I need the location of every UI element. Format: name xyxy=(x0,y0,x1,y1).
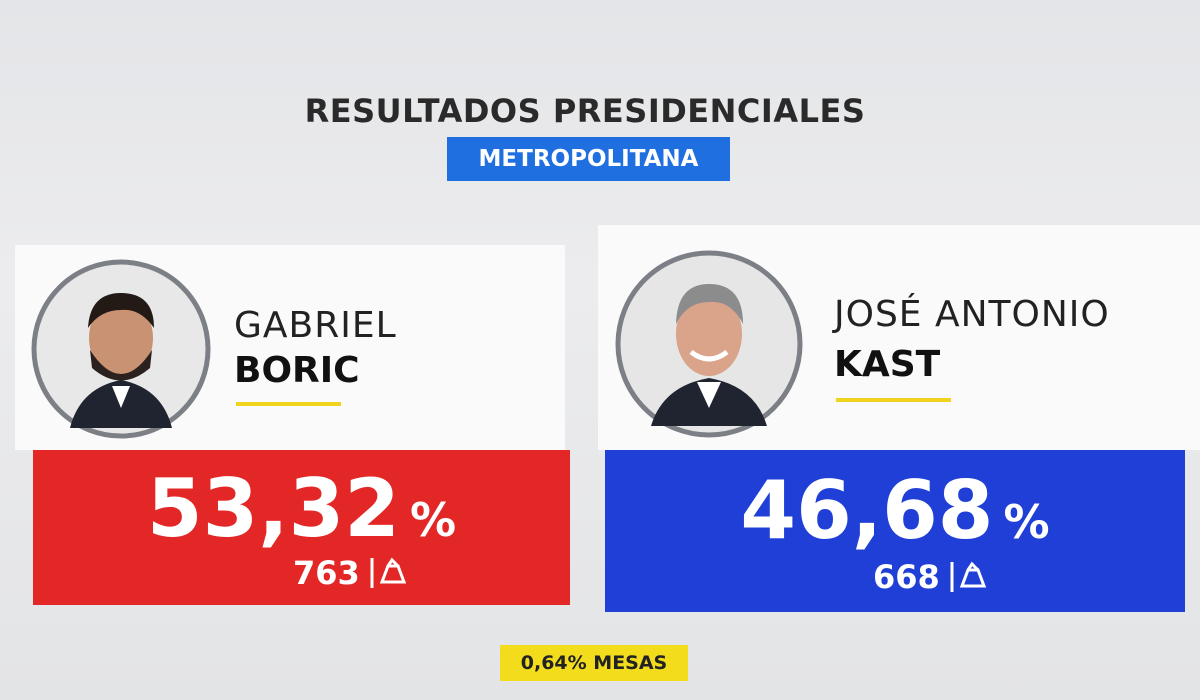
result-panel: 53,32% 763 xyxy=(33,450,570,605)
votes-row: 668 xyxy=(873,558,988,596)
last-name: BORIC xyxy=(234,350,360,391)
last-name: KAST xyxy=(834,344,941,385)
progress-badge: 0,64% MESAS xyxy=(500,645,688,681)
region-badge: METROPOLITANA xyxy=(447,137,730,181)
votes: 763 xyxy=(293,554,360,592)
underline xyxy=(236,402,341,406)
percent-sign: % xyxy=(1003,495,1050,549)
percent: 46,68 xyxy=(740,464,994,557)
title: RESULTADOS PRESIDENCIALES xyxy=(304,92,866,130)
votes: 668 xyxy=(873,558,940,596)
percent-sign: % xyxy=(409,493,457,547)
first-name: JOSÉ ANTONIO xyxy=(834,294,1110,335)
candidate-photo xyxy=(615,250,803,438)
first-name: GABRIEL xyxy=(234,305,397,346)
candidate-photo xyxy=(31,259,211,439)
ballot-icon xyxy=(370,557,406,588)
votes-row: 763 xyxy=(293,554,408,592)
ballot-icon xyxy=(950,561,986,592)
underline xyxy=(836,398,951,402)
percent: 53,32 xyxy=(146,462,400,555)
percent-row: 46,68% xyxy=(605,464,1185,557)
percent-row: 53,32% xyxy=(33,462,570,555)
result-panel: 46,68% 668 xyxy=(605,450,1185,612)
